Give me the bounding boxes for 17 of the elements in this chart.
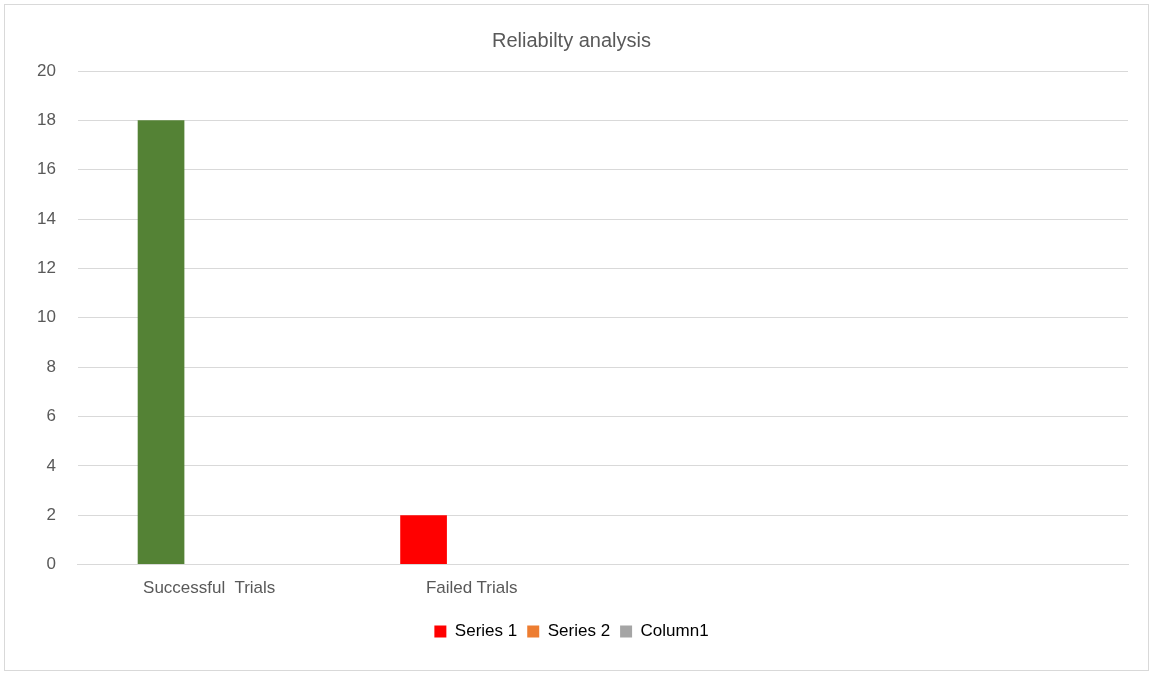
- y-tick-label: 18: [36, 110, 56, 130]
- y-tick-label: 10: [36, 307, 56, 327]
- y-tick-label: 2: [46, 504, 56, 524]
- chart-title: Reliabilty analysis: [492, 28, 651, 51]
- legend-label: Series 1: [454, 621, 518, 641]
- x-tick-label: Failed Trials: [425, 578, 518, 598]
- y-tick-label: 6: [46, 406, 56, 426]
- y-tick-label: 14: [36, 208, 56, 228]
- legend-label: Column1: [640, 621, 709, 641]
- y-tick-label: 4: [46, 455, 56, 475]
- y-tick-label: 16: [36, 159, 56, 179]
- y-tick-label: 12: [36, 258, 56, 278]
- y-tick-label: 8: [46, 356, 56, 376]
- y-tick-label: 20: [36, 60, 56, 80]
- legend-label: Series 2: [547, 621, 611, 641]
- y-tick-label: 0: [46, 554, 56, 574]
- x-tick-label: Successful Trials: [143, 578, 276, 598]
